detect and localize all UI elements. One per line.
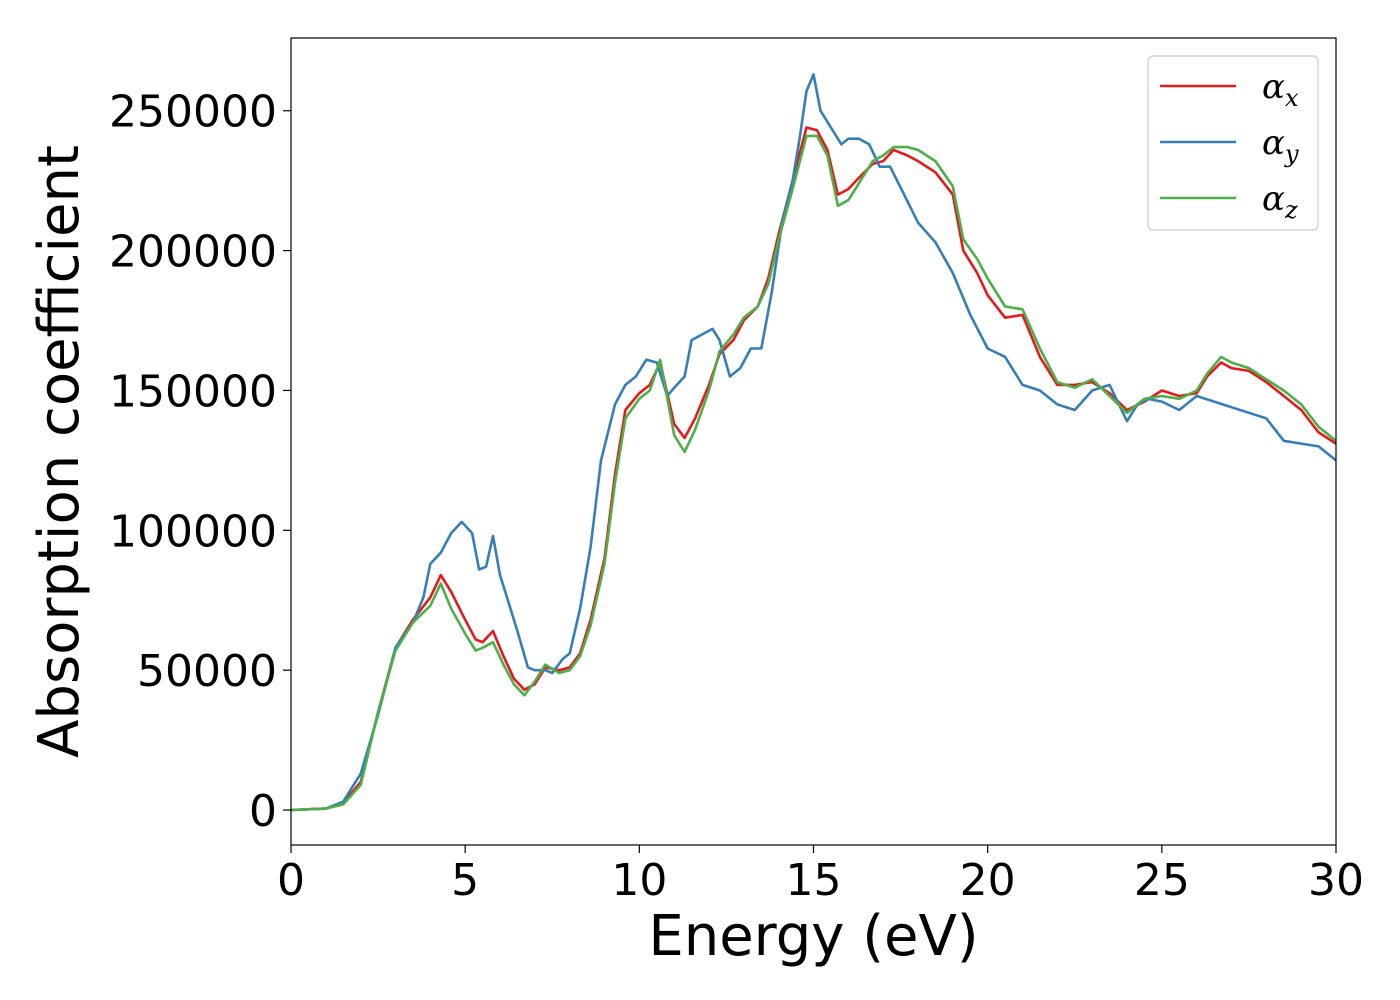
legend-label-y: αy — [1262, 123, 1299, 168]
x-tick-label: 5 — [451, 855, 479, 906]
legend-label-z: αz — [1262, 179, 1298, 224]
series-line-z — [291, 134, 1336, 812]
legend: αx αy αz — [1147, 55, 1319, 231]
y-tick-label: 250000 — [109, 87, 277, 138]
x-tick-label: 10 — [611, 855, 667, 906]
x-tick-label: 15 — [786, 855, 842, 906]
y-axis-title: Absorption coefficient — [27, 145, 92, 758]
x-tick-label: 20 — [960, 855, 1016, 906]
y-axis: 0 50000 100000 150000 200000 250000 — [109, 87, 291, 837]
y-tick-label: 50000 — [137, 646, 277, 697]
y-tick-label: 100000 — [109, 506, 277, 557]
y-tick-label: 150000 — [109, 366, 277, 417]
legend-label-x: αx — [1262, 67, 1299, 112]
y-tick-label: 0 — [249, 786, 277, 837]
series-line-y — [291, 73, 1336, 812]
x-tick-label: 25 — [1134, 855, 1190, 906]
x-tick-label: 0 — [277, 855, 305, 906]
y-tick-label: 200000 — [109, 227, 277, 278]
series-layer — [291, 73, 1336, 812]
x-tick-label: 30 — [1308, 855, 1364, 906]
x-axis: 0 5 10 15 20 25 30 — [277, 845, 1364, 906]
x-axis-title: Energy (eV) — [648, 904, 978, 969]
